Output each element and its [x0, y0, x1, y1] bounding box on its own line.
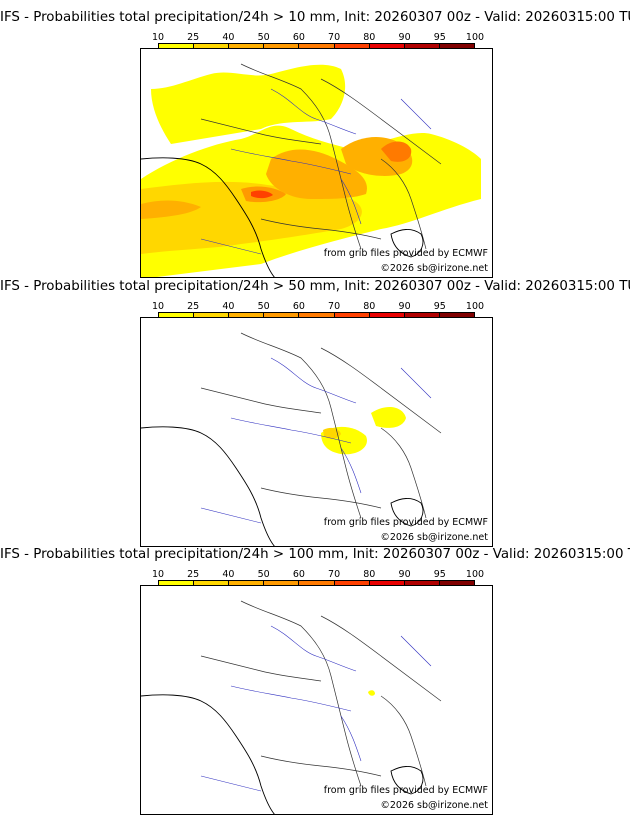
colorbar-tick: 80 [363, 569, 376, 580]
colorbar-tick: 95 [433, 569, 446, 580]
credit-source: from grib files provided by ECMWF [323, 248, 488, 259]
colorbar-swatch [334, 44, 370, 51]
colorbar-tick: 95 [433, 32, 446, 43]
colorbar-tick: 80 [363, 32, 376, 43]
precip-field [368, 690, 375, 696]
colorbar-tick: 25 [187, 301, 200, 312]
colorbar-swatch [369, 44, 405, 51]
colorbar-swatch [194, 44, 230, 51]
colorbar-tick: 50 [257, 32, 270, 43]
coastline [141, 157, 275, 277]
credit-copyright: ©2026 sb@irizone.net [380, 532, 488, 543]
colorbar-tick: 10 [151, 569, 165, 580]
credit-copyright: ©2026 sb@irizone.net [380, 800, 488, 811]
colorbar-swatch [334, 313, 370, 320]
probability-map: from grib files provided by ECMWF ©2026 … [140, 48, 493, 278]
rivers [200, 625, 432, 792]
colorbar-swatch [439, 44, 474, 51]
credit-source: from grib files provided by ECMWF [323, 517, 488, 528]
colorbar-swatch [159, 581, 195, 588]
colorbar-swatch [229, 313, 265, 320]
colorbar-tick: 70 [328, 569, 341, 580]
colorbar-swatch [159, 313, 195, 320]
colorbar-swatch [404, 581, 440, 588]
colorbar-swatch [264, 44, 300, 51]
map-graphic [141, 332, 442, 546]
rivers [200, 357, 432, 524]
colorbar-tick: 40 [222, 32, 235, 43]
colorbar-tick: 60 [292, 569, 305, 580]
coastline [390, 766, 424, 795]
colorbar-tick: 90 [398, 569, 411, 580]
colorbar-swatch [299, 581, 335, 588]
colorbar-tick: 70 [328, 32, 341, 43]
colorbar-tick: 50 [257, 569, 270, 580]
colorbar-tick: 50 [257, 301, 270, 312]
colorbar-tick: 40 [222, 569, 235, 580]
colorbar-swatch [404, 313, 440, 320]
colorbar-tick: 100 [465, 569, 485, 580]
colorbar-tick: 40 [222, 301, 235, 312]
precip-field [321, 406, 406, 455]
country-borders [200, 332, 442, 519]
colorbar-tick: 10 [151, 32, 165, 43]
coastline [141, 694, 275, 814]
colorbar-tick: 90 [398, 32, 411, 43]
colorbar-labels: 10 25 40 50 60 70 80 90 95 100 [152, 32, 484, 43]
map-graphic [141, 600, 442, 814]
colorbar-swatch [404, 44, 440, 51]
colorbar-swatch [299, 313, 335, 320]
colorbar-swatch [439, 581, 474, 588]
colorbar-swatch [439, 313, 474, 320]
probability-map: from grib files provided by ECMWF ©2026 … [140, 585, 493, 815]
colorbar-tick: 100 [465, 32, 485, 43]
colorbar-tick: 25 [187, 569, 200, 580]
colorbar-labels: 10 25 40 50 60 70 80 90 95 100 [152, 569, 484, 580]
credit-copyright: ©2026 sb@irizone.net [380, 263, 488, 274]
colorbar-swatch [159, 44, 195, 51]
coastline [390, 498, 424, 527]
colorbar-swatch [194, 581, 230, 588]
rivers [200, 88, 432, 255]
colorbar-swatch [369, 313, 405, 320]
colorbar-swatch [264, 313, 300, 320]
colorbar-swatch [299, 44, 335, 51]
colorbar-swatch [264, 581, 300, 588]
colorbar-tick: 90 [398, 301, 411, 312]
credit-source: from grib files provided by ECMWF [323, 785, 488, 796]
colorbar-swatch [194, 313, 230, 320]
coastline [390, 229, 424, 258]
country-borders [200, 63, 442, 250]
colorbar-tick: 10 [151, 301, 165, 312]
probability-map: from grib files provided by ECMWF ©2026 … [140, 317, 493, 547]
panel-100mm: IFS - Probabilities total precipitation/… [0, 547, 630, 817]
colorbar-tick: 60 [292, 32, 305, 43]
colorbar-tick: 70 [328, 301, 341, 312]
colorbar-swatch [369, 581, 405, 588]
map-graphic [141, 63, 481, 277]
colorbar-tick: 100 [465, 301, 485, 312]
colorbar-tick: 60 [292, 301, 305, 312]
panel-title: IFS - Probabilities total precipitation/… [0, 547, 630, 562]
panel-title: IFS - Probabilities total precipitation/… [0, 10, 630, 25]
precip-field [141, 64, 481, 277]
coastline [141, 426, 275, 546]
colorbar-labels: 10 25 40 50 60 70 80 90 95 100 [152, 301, 484, 312]
panel-title: IFS - Probabilities total precipitation/… [0, 279, 630, 294]
colorbar-swatch [229, 44, 265, 51]
country-borders [200, 600, 442, 787]
colorbar-tick: 95 [433, 301, 446, 312]
colorbar-swatch [334, 581, 370, 588]
colorbar-swatch [229, 581, 265, 588]
colorbar-tick: 80 [363, 301, 376, 312]
colorbar-tick: 25 [187, 32, 200, 43]
panel-10mm: IFS - Probabilities total precipitation/… [0, 10, 630, 280]
panel-50mm: IFS - Probabilities total precipitation/… [0, 279, 630, 549]
